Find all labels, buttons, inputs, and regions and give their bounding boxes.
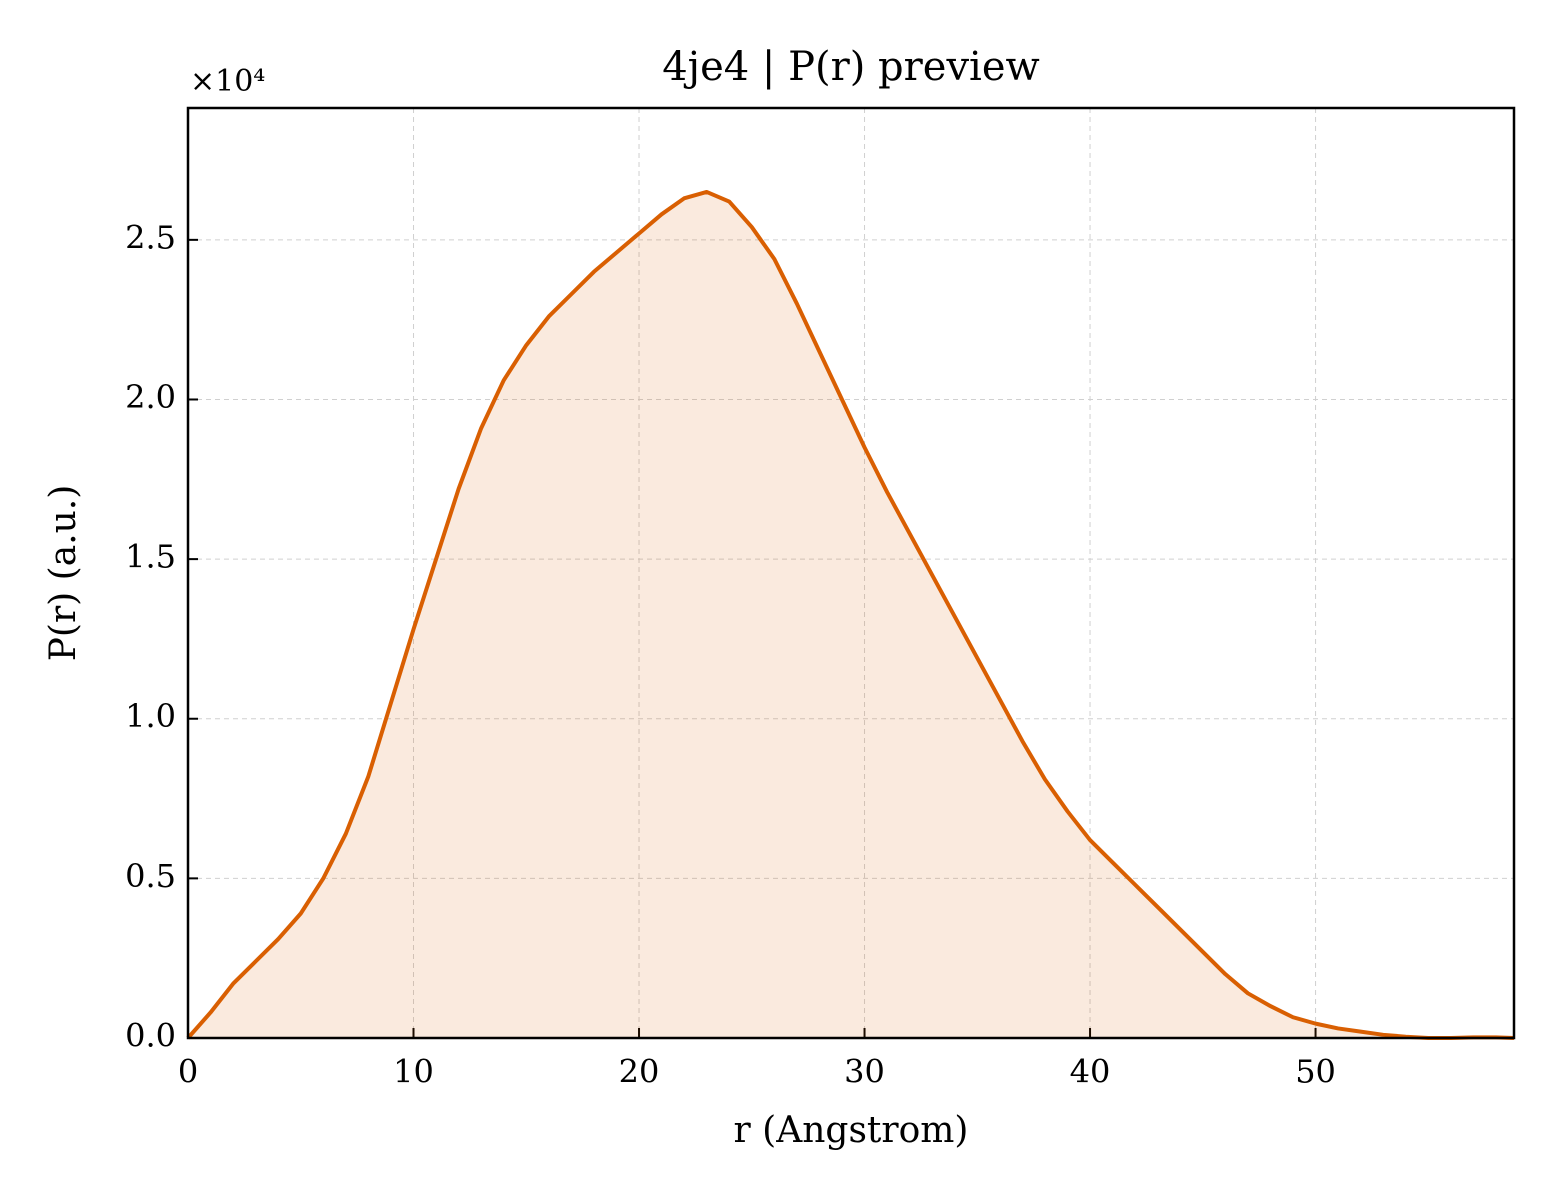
y-tick-label: 1.5 xyxy=(125,538,176,576)
y-tick-label: 0.5 xyxy=(125,857,176,895)
x-tick-label: 30 xyxy=(844,1053,885,1091)
x-tick-label: 10 xyxy=(393,1053,434,1091)
area-fill xyxy=(188,191,1514,1039)
chart-title: 4je4 | P(r) preview xyxy=(662,44,1040,90)
x-tick-label: 0 xyxy=(178,1053,198,1091)
y-tick-label: 0.0 xyxy=(125,1017,176,1055)
y-axis-label: P(r) (a.u.) xyxy=(43,485,84,662)
x-axis-label: r (Angstrom) xyxy=(734,1110,969,1151)
y-tick-label: 2.0 xyxy=(125,378,176,416)
y-offset-label: ×10⁴ xyxy=(190,64,265,99)
line xyxy=(186,189,1515,1040)
y-tick-label: 2.5 xyxy=(125,218,176,256)
y-tick-label: 1.0 xyxy=(125,697,176,735)
x-tick-label: 40 xyxy=(1070,1053,1111,1091)
x-tick-label: 50 xyxy=(1295,1053,1336,1091)
x-tick-label: 20 xyxy=(619,1053,660,1091)
plot-frame xyxy=(186,106,1516,1040)
